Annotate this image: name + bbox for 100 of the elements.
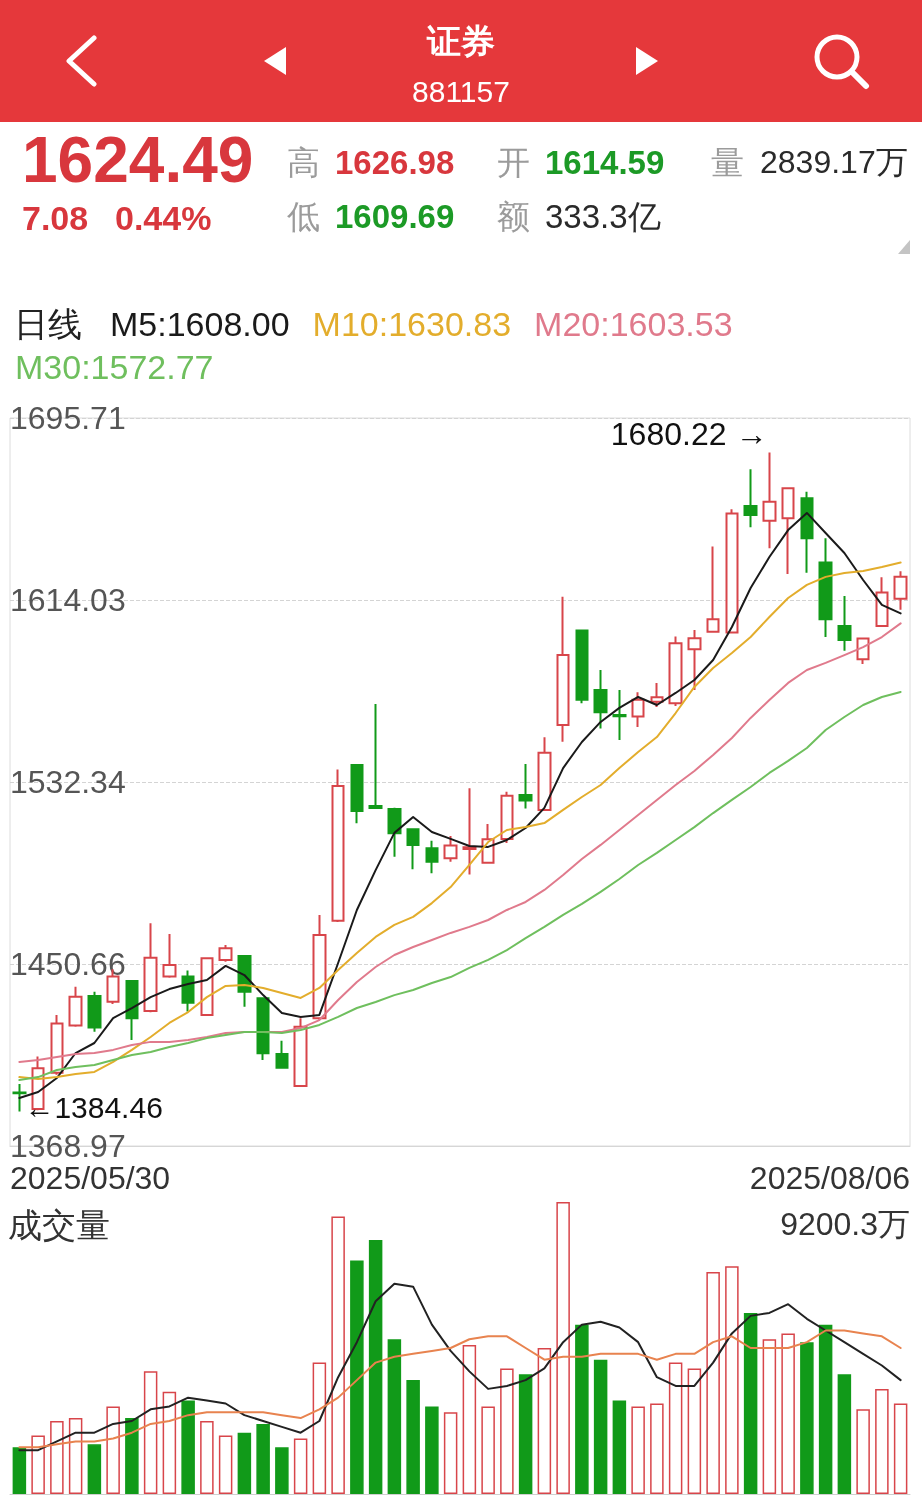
annotation: 1680.22 → <box>610 415 768 452</box>
candlestick <box>368 702 383 810</box>
bar <box>837 1374 852 1494</box>
text: M10:1630.83 <box>312 305 512 343</box>
candlestick <box>743 468 758 529</box>
candlestick <box>293 1017 308 1088</box>
bar <box>368 1239 383 1494</box>
candlestick <box>500 790 514 844</box>
chart-title: 证券 <box>425 22 496 60</box>
bar <box>725 1266 739 1494</box>
candlestick <box>593 669 608 730</box>
bar <box>143 1371 158 1494</box>
bar <box>818 1324 833 1494</box>
y-tick-label: 1614.03 <box>10 581 126 618</box>
candlestick <box>312 913 327 1022</box>
bar <box>293 1438 308 1494</box>
candlestick <box>781 486 795 575</box>
bar <box>650 1403 664 1494</box>
bar <box>200 1421 214 1494</box>
candlestick <box>875 576 889 628</box>
chart-title: 成交量 <box>8 1206 110 1244</box>
candlestick <box>387 806 402 858</box>
text: 量 <box>711 143 744 181</box>
candlestick <box>275 1039 289 1070</box>
bar <box>68 1418 83 1494</box>
bar <box>500 1368 514 1494</box>
text: 333.3亿 <box>545 197 661 235</box>
text: 1614.59 <box>545 143 665 181</box>
bar <box>762 1339 777 1494</box>
bar <box>875 1388 889 1494</box>
candlestick <box>50 1013 64 1076</box>
bar <box>350 1260 364 1494</box>
bar <box>556 1202 570 1494</box>
text: 开 <box>497 143 530 181</box>
bar <box>743 1312 758 1494</box>
candlestick <box>125 978 139 1041</box>
bar <box>593 1359 608 1494</box>
candlestick <box>575 628 589 705</box>
bar <box>893 1403 908 1494</box>
candlestick <box>762 451 777 550</box>
legend-title: 日线 <box>14 305 82 343</box>
candlestick <box>331 768 345 924</box>
text: 低 <box>287 197 320 235</box>
text: M5:1608.00 <box>110 305 290 343</box>
bar <box>237 1432 252 1494</box>
y-tick-label: 1532.34 <box>10 764 126 800</box>
candlestick <box>87 990 102 1033</box>
bar <box>87 1444 102 1494</box>
text: 1624.49 <box>22 124 254 196</box>
candlestick <box>725 508 739 635</box>
candlestick <box>668 635 683 707</box>
bar <box>312 1362 327 1494</box>
text: M30:1572.77 <box>15 348 214 386</box>
bar <box>275 1447 289 1494</box>
candlestick <box>350 763 364 825</box>
candlestick <box>818 537 833 639</box>
bar <box>218 1435 233 1494</box>
y-tick-label: 1695.71 <box>10 400 126 436</box>
bar <box>106 1406 120 1494</box>
candlestick <box>143 922 158 1014</box>
bar <box>537 1348 552 1494</box>
candlestick <box>462 787 477 876</box>
bar <box>406 1380 420 1494</box>
bar <box>706 1272 720 1494</box>
y-tick-label: 1450.66 <box>10 945 126 982</box>
bar <box>800 1342 814 1494</box>
bar <box>443 1412 458 1494</box>
bar <box>12 1447 27 1494</box>
text: 1609.69 <box>335 197 455 235</box>
candlestick <box>612 689 627 741</box>
candlestick <box>631 691 645 729</box>
candlestick <box>837 595 852 652</box>
bar <box>50 1421 64 1494</box>
text: M20:1603.53 <box>534 305 733 343</box>
annotation: ←1384.46 <box>24 1090 163 1124</box>
bar <box>612 1400 627 1494</box>
bar <box>781 1333 795 1494</box>
chart-subtitle: 881157 <box>411 75 511 108</box>
bar <box>575 1324 589 1494</box>
text: 0.44% <box>115 199 212 237</box>
bar <box>462 1345 477 1494</box>
candlestick <box>800 490 814 574</box>
candlestick <box>856 636 870 665</box>
text: 7.08 <box>22 199 89 237</box>
candlestick <box>68 985 83 1028</box>
candlestick <box>556 595 570 743</box>
bar <box>256 1423 270 1494</box>
text: 2839.17万 <box>760 144 908 180</box>
candlestick <box>256 996 270 1061</box>
bar <box>331 1216 345 1494</box>
candlestick <box>537 736 552 812</box>
text: 额 <box>497 197 530 235</box>
bar <box>162 1391 177 1494</box>
candlestick <box>687 628 702 692</box>
candlestick <box>218 943 233 963</box>
bar <box>125 1418 139 1494</box>
candlestick <box>200 956 214 1017</box>
bar <box>631 1406 645 1494</box>
bar <box>518 1374 533 1494</box>
bar <box>387 1339 402 1494</box>
